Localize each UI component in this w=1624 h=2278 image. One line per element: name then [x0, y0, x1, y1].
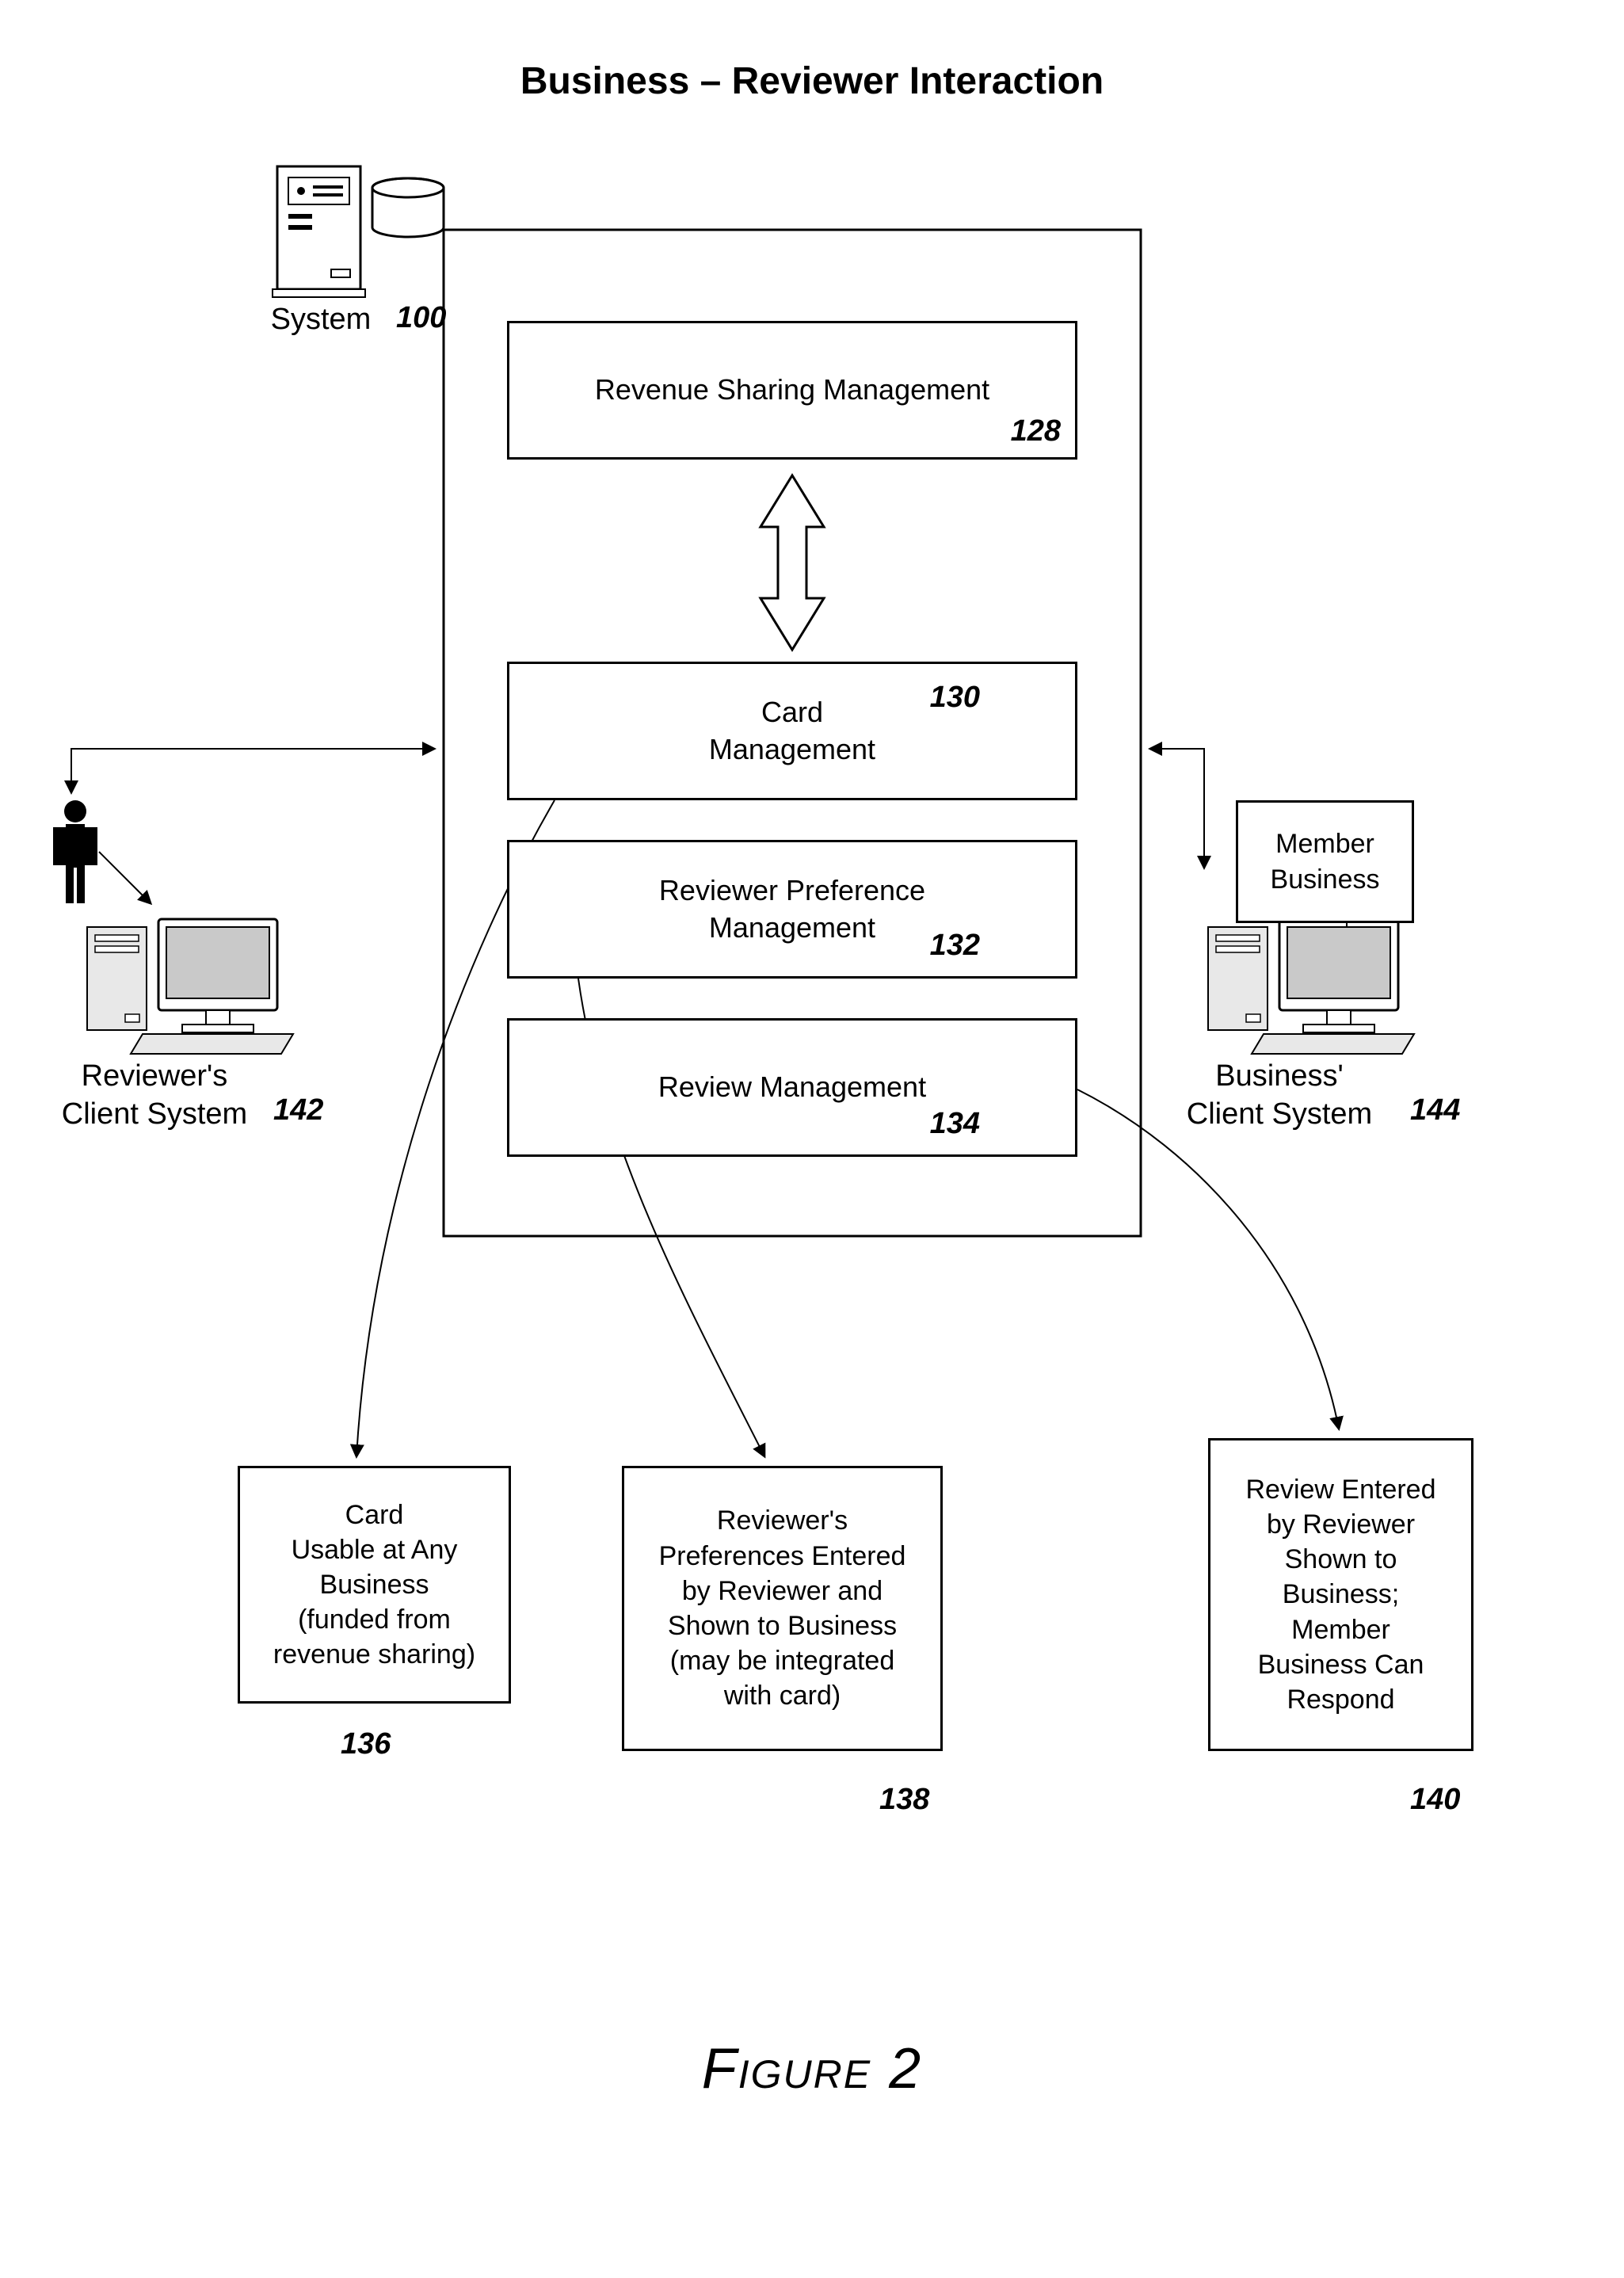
review-bottom-ref: 140: [1410, 1783, 1460, 1817]
reviewer-pref-line1: Reviewer Preference: [659, 872, 925, 910]
member-business-line2: Business: [1271, 862, 1380, 897]
business-client-ref: 144: [1410, 1093, 1460, 1128]
review-bottom-l3: Business;: [1283, 1577, 1399, 1612]
reviewer-computer-icon: [87, 919, 293, 1054]
card-bottom-l0: Card: [345, 1498, 404, 1532]
prefs-bottom-box: Reviewer's Preferences Entered by Review…: [622, 1466, 943, 1751]
member-business-box: Member Business: [1236, 800, 1414, 923]
figure-label: Figure 2: [0, 2036, 1624, 2101]
card-bottom-box: Card Usable at Any Business (funded from…: [238, 1466, 511, 1704]
reviewer-pref-box: Reviewer Preference Management 132: [507, 840, 1077, 979]
review-bottom-l2: Shown to: [1285, 1542, 1397, 1577]
prefs-bottom-l3: Shown to Business: [668, 1608, 897, 1643]
arrow-business-to-system: [1150, 749, 1204, 868]
card-mgmt-ref: 130: [930, 678, 980, 717]
prefs-bottom-l1: Preferences Entered: [659, 1539, 906, 1574]
card-bottom-l3: (funded from: [298, 1602, 451, 1637]
prefs-bottom-ref: 138: [879, 1783, 929, 1817]
person-icon: [53, 800, 97, 903]
revenue-sharing-label: Revenue Sharing Management: [595, 372, 989, 409]
review-bottom-box: Review Entered by Reviewer Shown to Busi…: [1208, 1438, 1473, 1751]
arrow-reviewer-to-system: [71, 749, 434, 792]
review-bottom-l1: by Reviewer: [1267, 1507, 1415, 1542]
member-business-line1: Member: [1275, 826, 1374, 861]
revenue-sharing-ref: 128: [1011, 412, 1061, 451]
reviewer-pref-ref: 132: [930, 926, 980, 965]
database-icon: [372, 178, 444, 237]
card-mgmt-line1: Card: [761, 694, 823, 731]
revenue-sharing-box: Revenue Sharing Management 128: [507, 321, 1077, 460]
card-bottom-l2: Business: [320, 1567, 429, 1602]
card-mgmt-line2: Management: [709, 731, 875, 769]
prefs-bottom-l4: (may be integrated: [670, 1643, 895, 1678]
card-bottom-l1: Usable at Any: [292, 1532, 458, 1567]
reviewer-client-label: Reviewer's Client System: [40, 1058, 269, 1133]
server-icon: [273, 166, 365, 297]
diagram-stage: Business – Reviewer Interaction: [0, 0, 1624, 2278]
review-bottom-l6: Respond: [1287, 1682, 1394, 1717]
system-ref: 100: [396, 301, 446, 335]
card-bottom-ref: 136: [341, 1727, 391, 1761]
business-client-label: Business' Client System: [1165, 1058, 1394, 1133]
card-mgmt-box: Card Management 130: [507, 662, 1077, 800]
prefs-bottom-l2: by Reviewer and: [682, 1574, 883, 1608]
review-bottom-l4: Member: [1291, 1612, 1390, 1647]
system-label: System: [254, 301, 388, 339]
prefs-bottom-l0: Reviewer's: [717, 1503, 848, 1538]
review-mgmt-label: Review Management: [658, 1069, 926, 1106]
card-bottom-l4: revenue sharing): [273, 1637, 475, 1672]
reviewer-pref-line2: Management: [709, 910, 875, 947]
business-computer-icon: [1208, 919, 1414, 1054]
prefs-bottom-l5: with card): [724, 1678, 841, 1713]
review-bottom-l0: Review Entered: [1245, 1472, 1435, 1507]
review-mgmt-box: Review Management 134: [507, 1018, 1077, 1157]
arrow-person-to-computer: [99, 852, 151, 903]
review-mgmt-ref: 134: [930, 1105, 980, 1143]
reviewer-client-ref: 142: [273, 1093, 323, 1128]
review-bottom-l5: Business Can: [1258, 1647, 1424, 1682]
